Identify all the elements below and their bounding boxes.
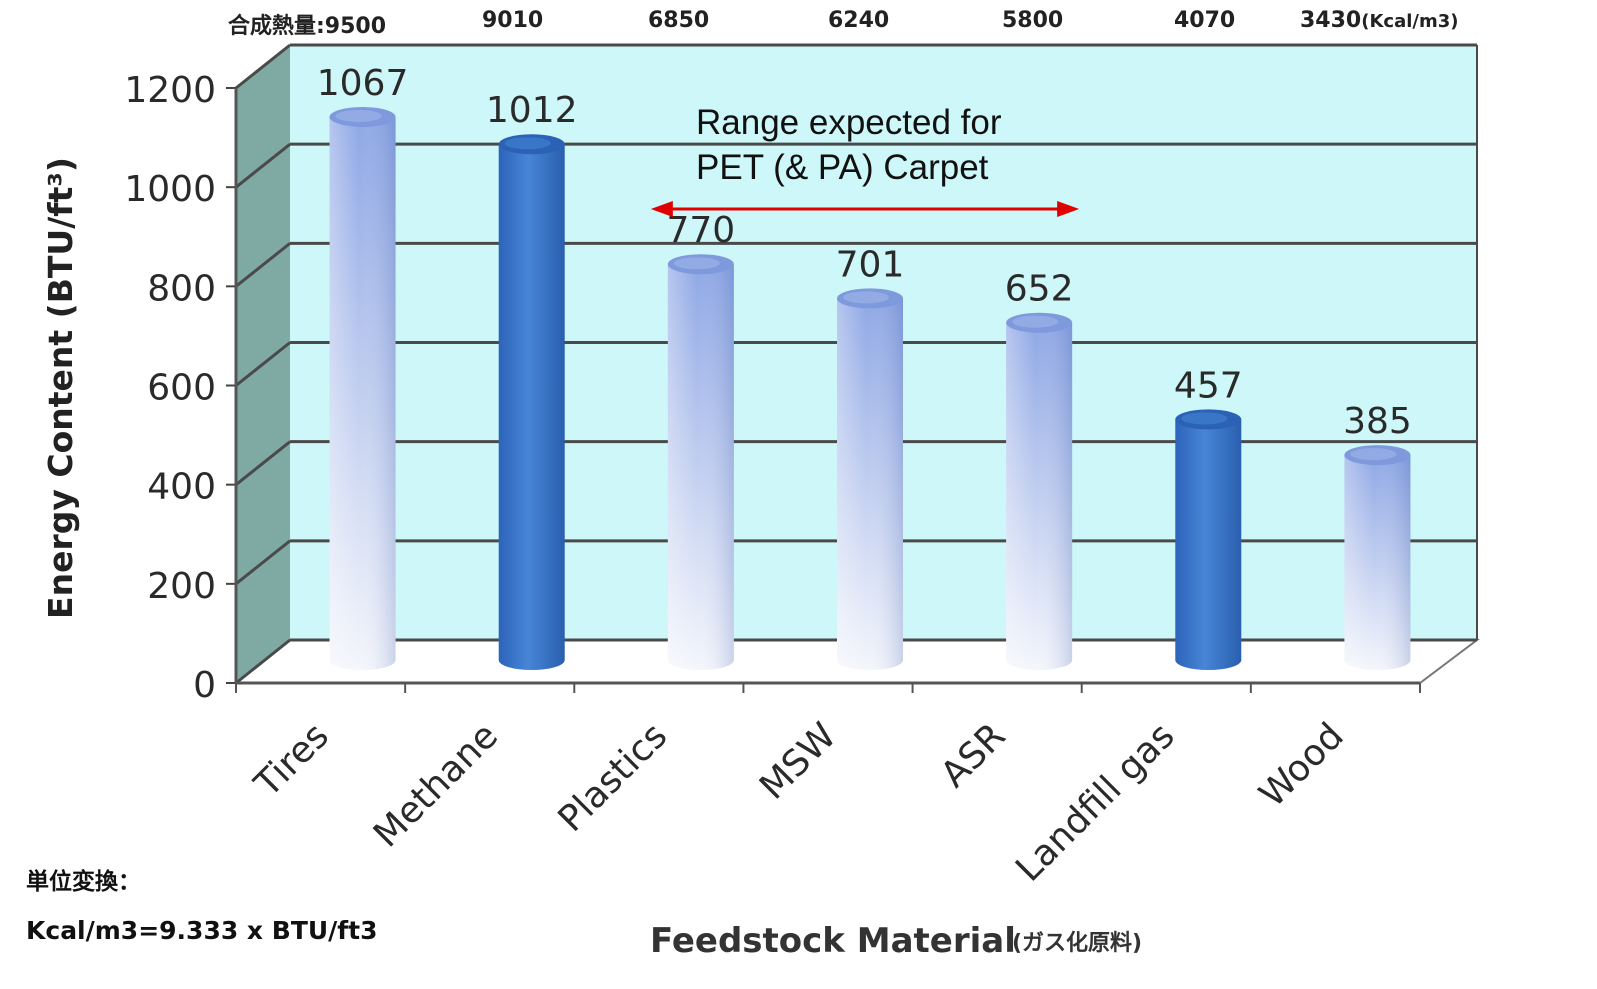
y-tick-label: 1200 [124,70,216,111]
x-tick-label: Landfill gas [1008,715,1182,889]
y-axis-title: Energy Content (BTU/ft³) [41,157,80,619]
bar-landfill-gas [1175,409,1242,670]
x-tick-label: Wood [1252,715,1352,815]
bar-plastics [667,254,734,670]
bar-shading [837,298,903,670]
kcal-value-label: 4070 [1174,8,1236,33]
gridline-side [235,43,291,90]
kcal-value-label: 合成熱量:9500 [228,14,387,39]
bar-top-highlight [1350,448,1397,461]
y-tick-label: 200 [147,566,216,607]
bar-shading [329,116,396,671]
bar-value-label: 1012 [486,90,578,131]
annotation-arrow-head-left [650,201,673,217]
bar-top-highlight [843,291,889,304]
chart-bars [329,106,1411,671]
bar-value-label: 652 [1005,269,1074,310]
bar-body [1175,419,1242,670]
bar-shading [667,264,734,670]
kcal-value-label: 5800 [1002,8,1064,33]
bar-value-label: 770 [666,210,735,251]
gridline-side [235,142,291,189]
conversion-title: 単位変換： [26,869,141,895]
kcal-value-label: 6240 [828,8,890,33]
bar-shading [1006,322,1073,670]
chart-axes [226,87,1421,693]
kcal-unit-label: (Kcal/m3) [1361,11,1459,32]
bar-asr [1006,312,1073,670]
y-tick-label: 800 [147,268,216,309]
y-tick-label: 1000 [124,169,216,210]
bar-top-highlight [1181,412,1228,425]
bar-methane [498,134,565,670]
gridline-side [235,440,291,486]
bar-shading [1344,455,1411,670]
bar-msw [837,288,903,670]
bar-body [498,144,565,670]
bar-top-highlight [1012,315,1059,328]
annotation-line-2: PET (& PA) Carpet [696,148,989,187]
bar-tires [329,106,396,671]
x-tick-label: MSW [752,715,844,807]
x-tick-label: Methane [366,715,506,855]
gridline-side [235,341,291,387]
y-tick-label: 600 [147,368,216,409]
kcal-value-label: 6850 [648,8,710,33]
bar-value-label: 1067 [317,63,409,104]
y-tick-label: 0 [193,665,216,706]
bar-top-highlight [335,109,382,122]
y-tick-label: 400 [147,467,216,508]
kcal-value-label: 9010 [482,8,544,33]
annotation-line-1: Range expected for [696,103,1002,142]
carpet-range-annotation: Range expected for PET (& PA) Carpet [650,103,1080,217]
bar-top-highlight [673,257,720,270]
x-axis-title-suffix: (ガス化原料) [1012,930,1142,956]
conversion-formula: Kcal/m3=9.333 x BTU/ft3 [26,916,378,945]
x-axis-title: Feedstock Material [650,921,1016,961]
bar-value-label: 457 [1174,365,1243,406]
bar-value-label: 385 [1343,401,1412,442]
bar-top-highlight [504,137,551,150]
x-tick-label: Plastics [551,715,676,840]
bar-value-label: 701 [836,244,905,285]
x-tick-label: ASR [933,715,1013,795]
x-tick-label: Tires [247,715,337,805]
gridline-side [235,638,291,685]
annotation-arrow-head-right [1057,201,1080,217]
kcal-value-label: 3430(Kcal/m3) [1300,8,1459,33]
gridline-side [235,539,291,586]
gridline-side [235,242,291,288]
bar-wood [1344,445,1411,670]
